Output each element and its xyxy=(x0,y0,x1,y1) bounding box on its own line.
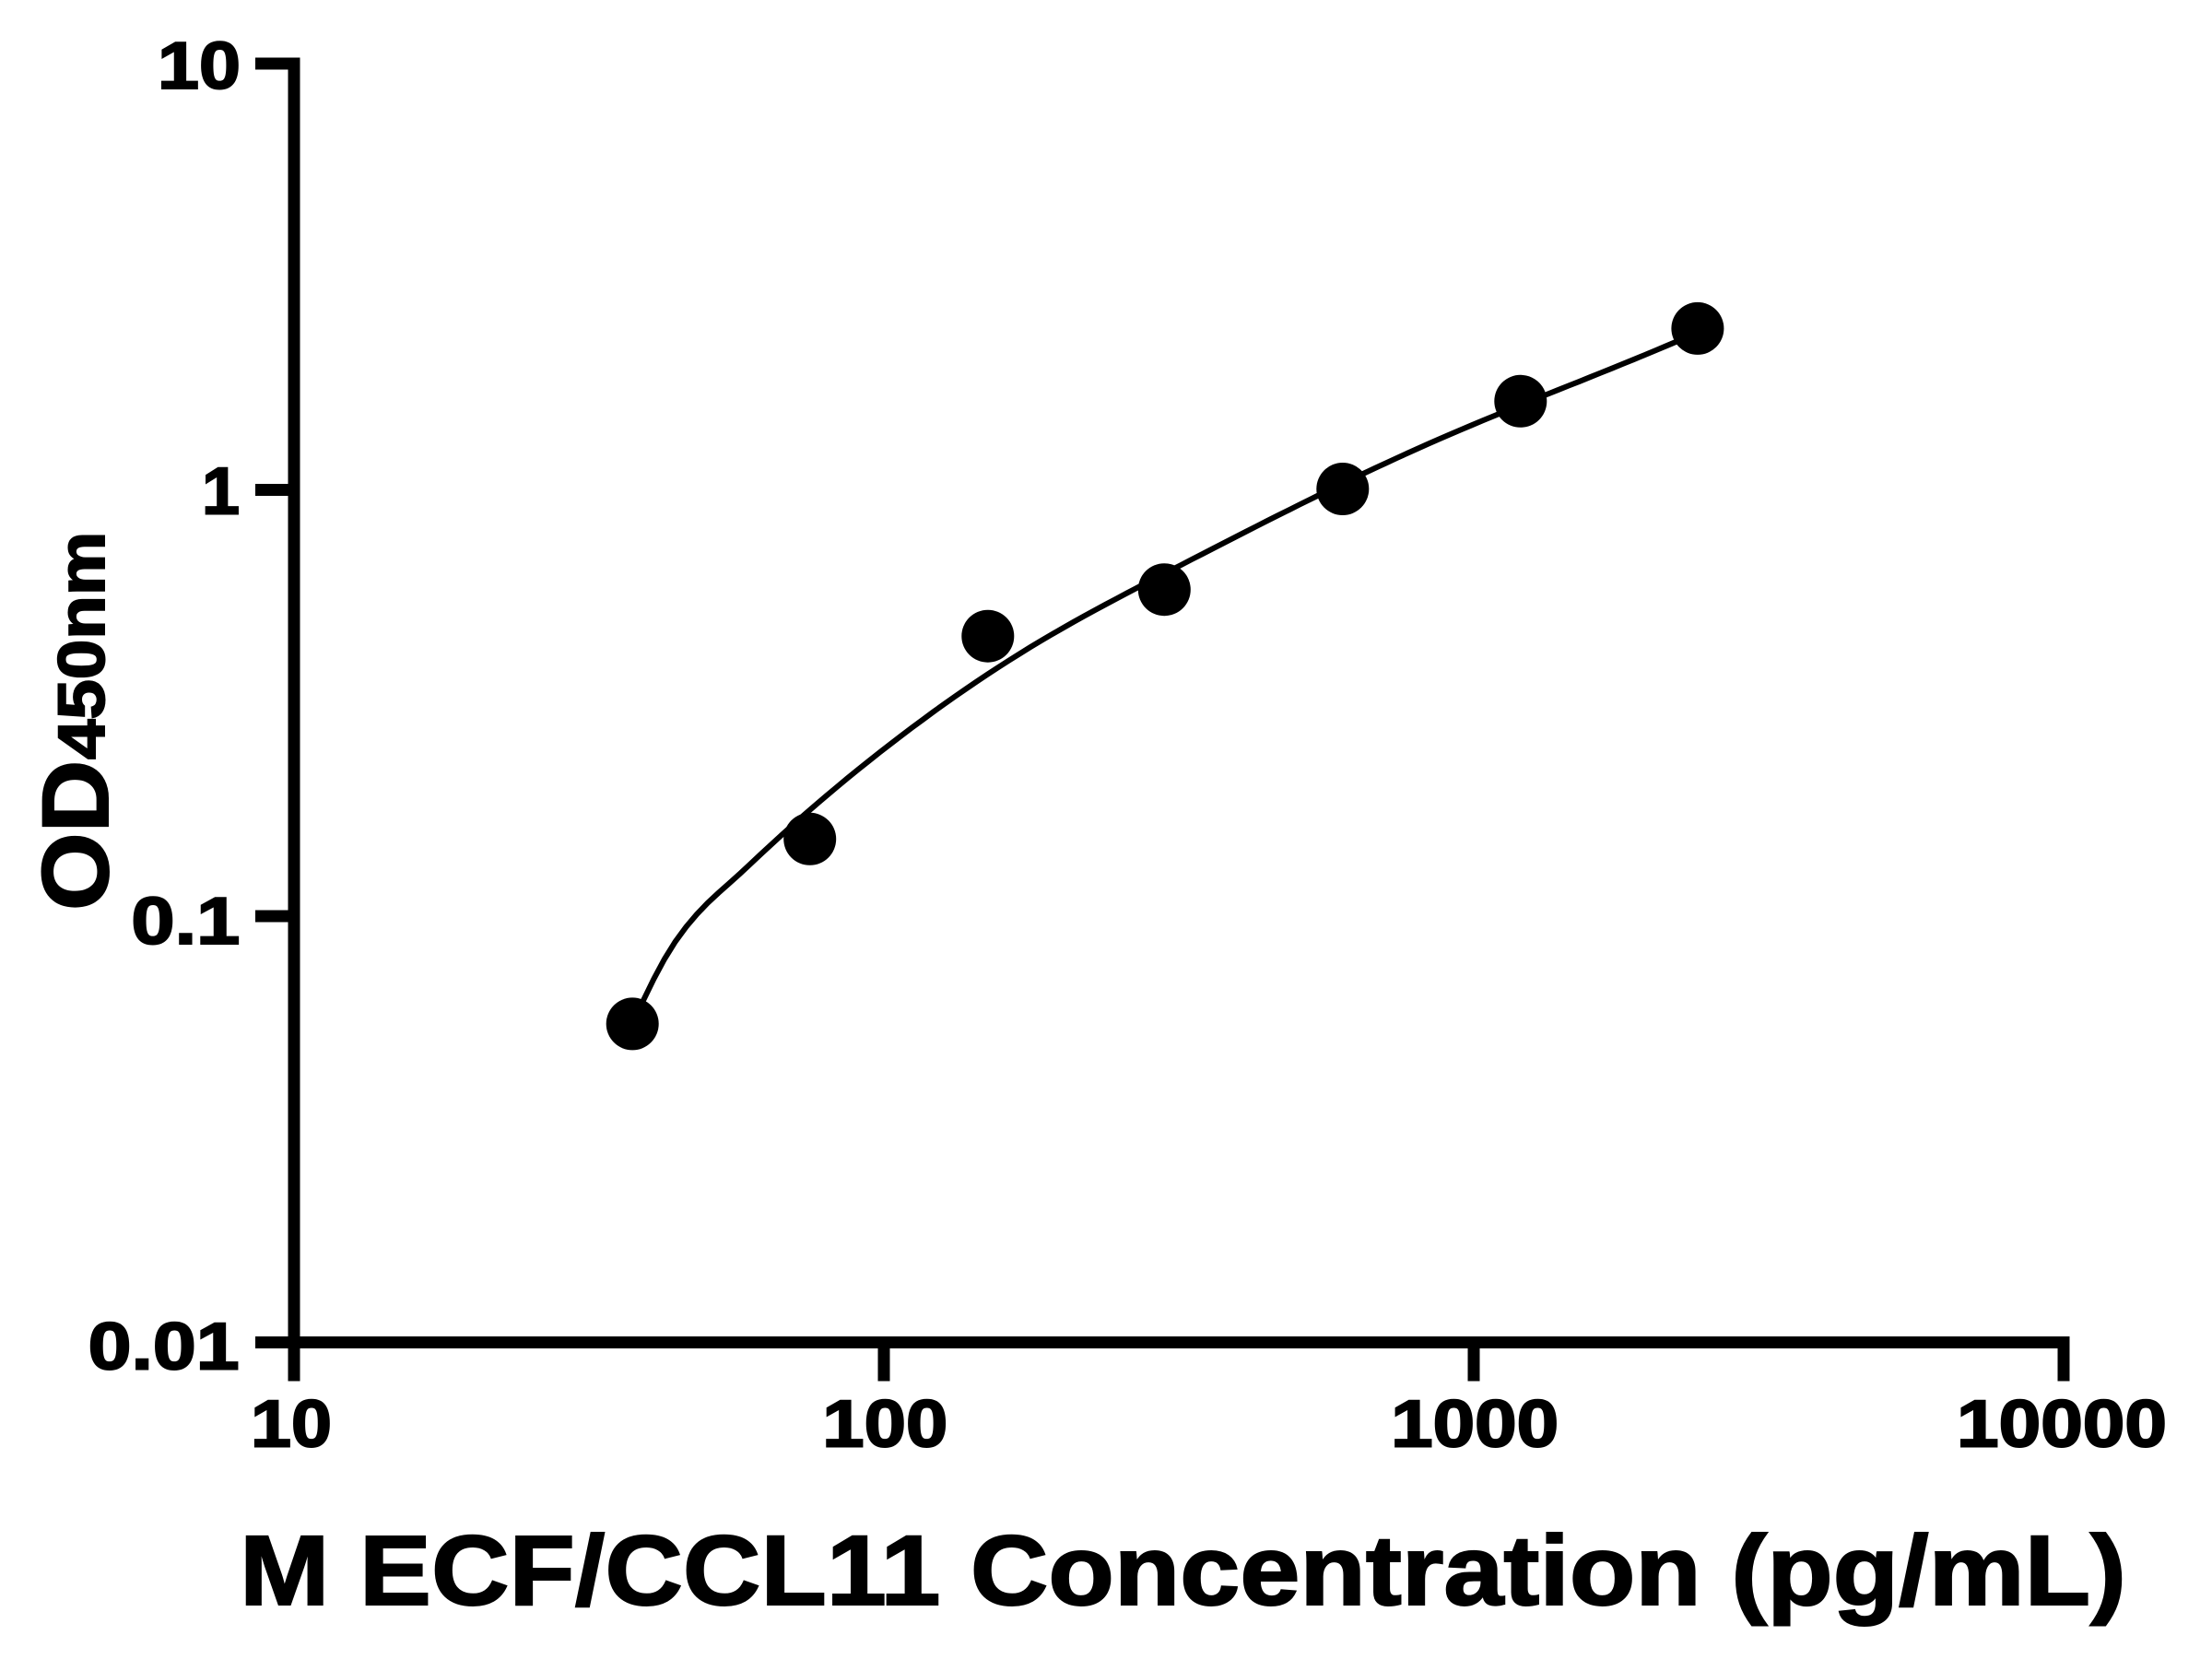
svg-text:OD: OD xyxy=(23,760,128,911)
svg-text:0.01: 0.01 xyxy=(88,1311,240,1384)
svg-text:0.1: 0.1 xyxy=(131,885,240,959)
svg-text:M ECF/CCL11 Concentration (pg/: M ECF/CCL11 Concentration (pg/mL) xyxy=(240,1514,2126,1626)
svg-text:10: 10 xyxy=(158,29,241,103)
svg-text:450nm: 450nm xyxy=(46,532,119,759)
svg-text:1000: 1000 xyxy=(1391,1387,1559,1461)
svg-text:10: 10 xyxy=(251,1387,332,1461)
svg-text:100: 100 xyxy=(822,1387,947,1461)
svg-text:10000: 10000 xyxy=(1957,1387,2167,1461)
svg-text:1: 1 xyxy=(202,455,240,529)
